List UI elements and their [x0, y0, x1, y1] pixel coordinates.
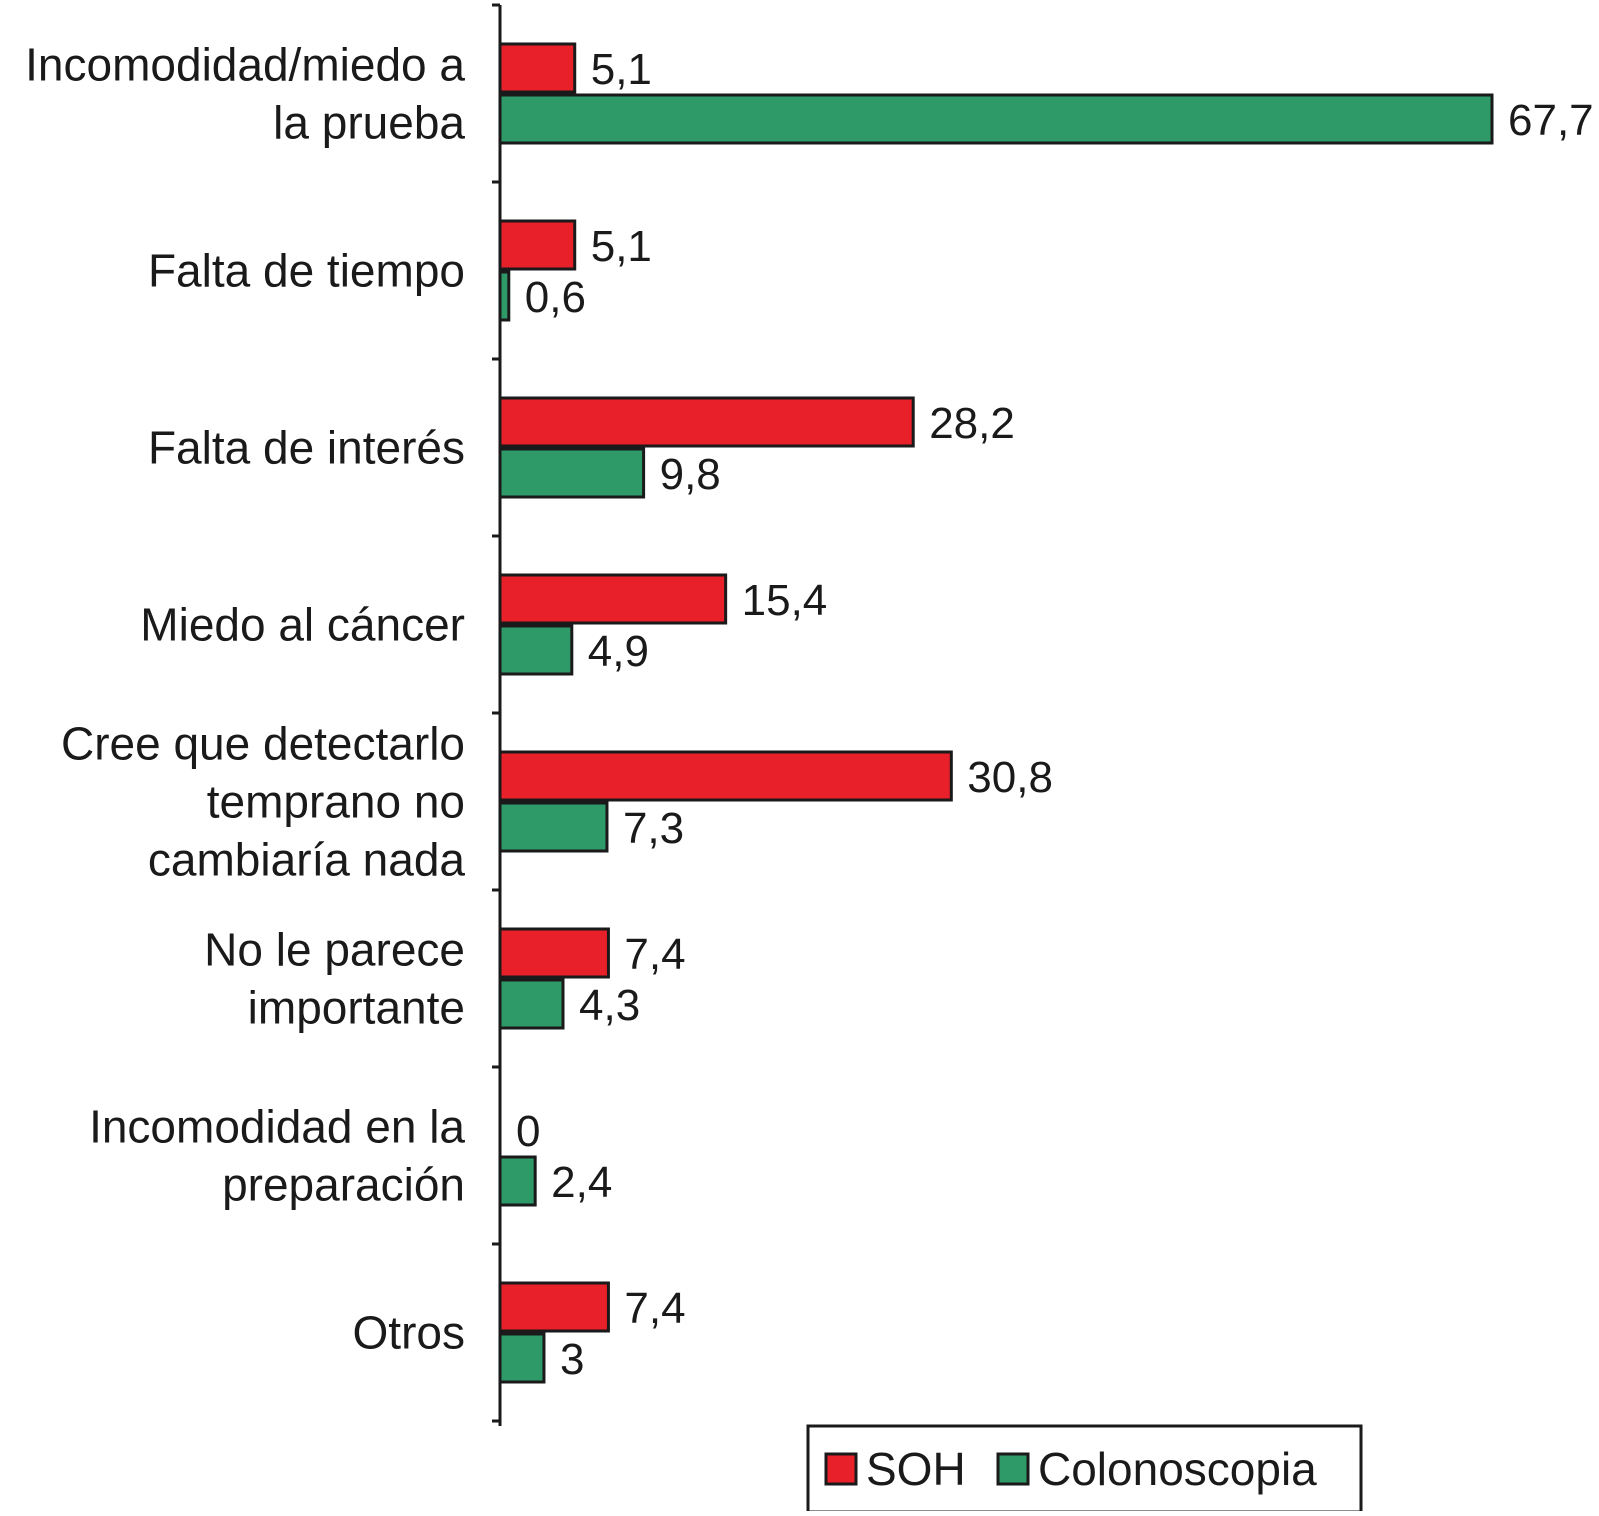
category-label-line: Cree que detectarlo	[61, 718, 465, 770]
category-label: Incomodidad/miedo a la prueba	[25, 39, 465, 149]
category-label-line: Incomodidad/miedo a	[25, 39, 465, 91]
legend-swatch-soh	[824, 1452, 858, 1486]
category-label-line: la prueba	[273, 97, 465, 149]
data-label-colonoscopia: 0,6	[525, 273, 586, 322]
category-label-line: Miedo al cáncer	[140, 599, 465, 651]
data-label-colonoscopia: 67,7	[1508, 96, 1594, 145]
category-label-line: No le parece	[204, 924, 465, 976]
data-label-soh: 30,8	[967, 753, 1053, 802]
category-label: Otros	[353, 1307, 465, 1359]
category-label-line: temprano no	[207, 776, 465, 828]
data-label-colonoscopia: 9,8	[660, 450, 721, 499]
data-label-colonoscopia: 2,4	[551, 1158, 612, 1207]
category-label: Cree que detectarlo temprano no cambiaría …	[61, 718, 465, 886]
category-label-line: cambiaría nada	[148, 834, 465, 886]
bar-soh	[498, 1281, 610, 1333]
bar-colonoscopia	[498, 447, 646, 499]
bar-soh	[498, 750, 953, 802]
bar-colonoscopia	[498, 801, 609, 853]
category-label: Miedo al cáncer	[140, 599, 465, 651]
data-label-colonoscopia: 3	[560, 1335, 584, 1384]
bar-soh	[498, 219, 577, 271]
bar-colonoscopia	[498, 624, 574, 676]
category-label-line: preparación	[222, 1159, 465, 1211]
category-label: No le parece importante	[204, 924, 465, 1034]
bar-soh	[498, 396, 915, 448]
data-label-soh: 7,4	[624, 1284, 685, 1333]
category-label-line: Incomodidad en la	[89, 1101, 465, 1153]
bar-colonoscopia	[498, 93, 1494, 145]
bar-colonoscopia	[498, 270, 511, 322]
bar-soh	[498, 573, 728, 625]
legend-label-soh: SOH	[866, 1443, 966, 1495]
data-label-soh: 5,1	[591, 222, 652, 271]
data-label-colonoscopia: 4,9	[588, 627, 649, 676]
data-label-colonoscopia: 4,3	[579, 981, 640, 1030]
category-label: Incomodidad en la preparación	[89, 1101, 465, 1211]
data-label-soh: 7,4	[624, 930, 685, 979]
data-label-soh: 15,4	[742, 576, 828, 625]
category-label-line: importante	[248, 982, 465, 1034]
legend-swatch-colonoscopia	[996, 1452, 1030, 1486]
bar-colonoscopia	[498, 1155, 537, 1207]
data-label-colonoscopia: 7,3	[623, 804, 684, 853]
category-label-line: Falta de interés	[148, 422, 465, 474]
category-label-line: Otros	[353, 1307, 465, 1359]
data-label-soh: 5,1	[591, 45, 652, 94]
bar-colonoscopia	[498, 978, 565, 1030]
data-label-soh: 0	[516, 1107, 540, 1156]
legend-label-colonoscopia: Colonoscopia	[1038, 1443, 1317, 1495]
bar-colonoscopia	[498, 1332, 546, 1384]
category-label: Falta de interés	[148, 422, 465, 474]
category-label: Falta de tiempo	[148, 245, 465, 297]
category-label-line: Falta de tiempo	[148, 245, 465, 297]
bar-soh	[498, 927, 610, 979]
data-label-soh: 28,2	[929, 399, 1015, 448]
bar-soh	[498, 42, 577, 94]
legend-box	[806, 1424, 1363, 1514]
